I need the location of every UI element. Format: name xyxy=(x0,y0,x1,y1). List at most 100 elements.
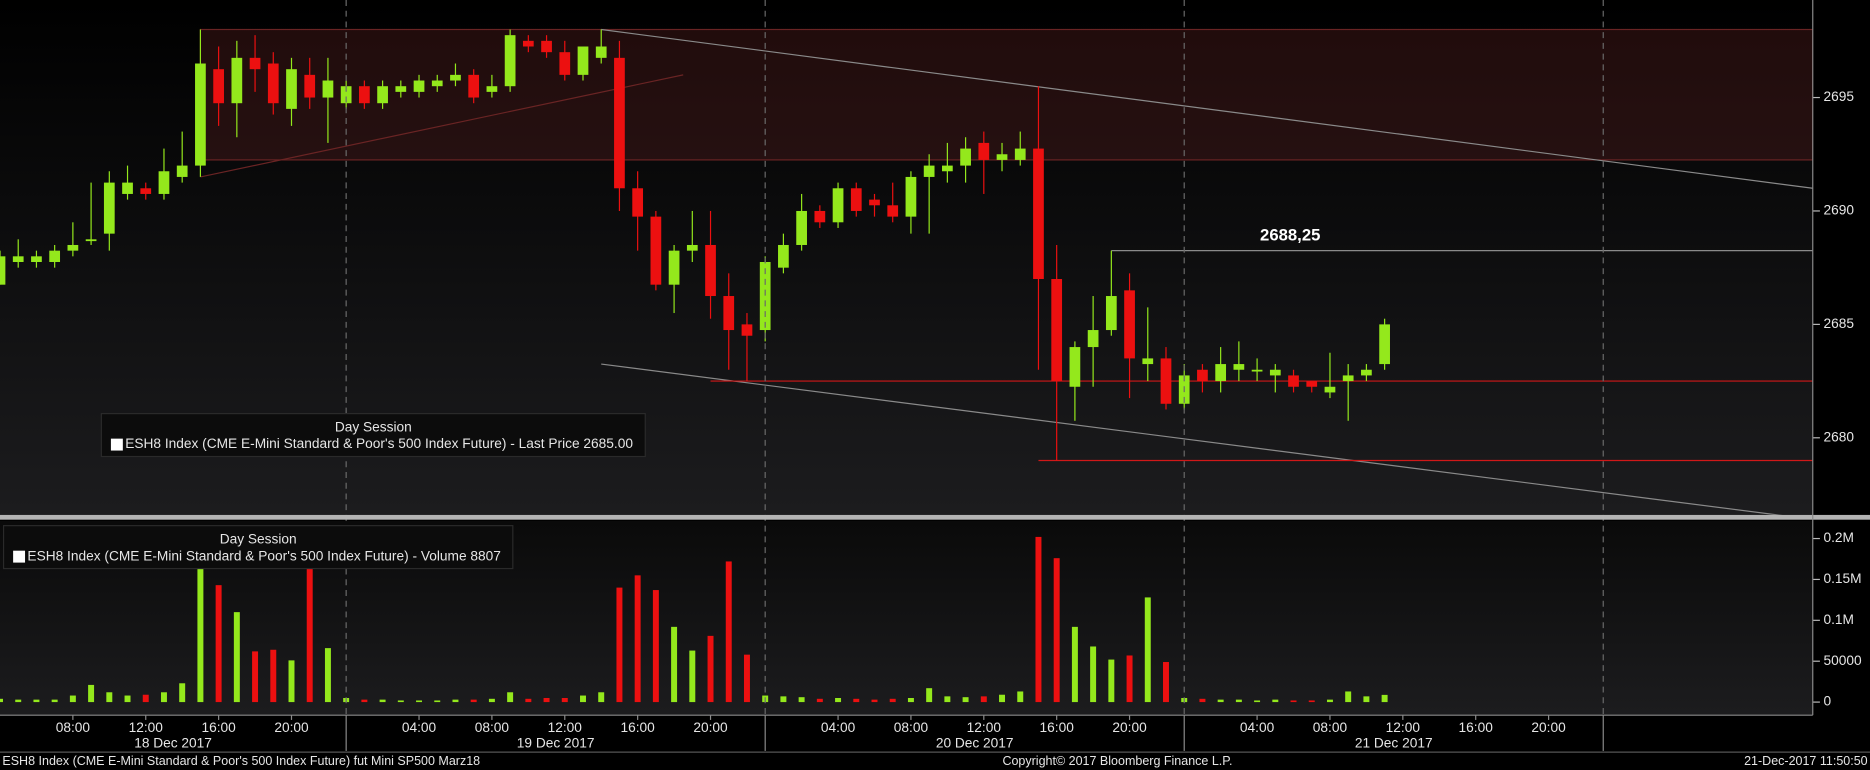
legend: ESH8 Index (CME E-Mini Standard & Poor's… xyxy=(100,413,646,458)
y-tick-label: 2690 xyxy=(1823,203,1854,218)
candle-body xyxy=(1215,364,1227,382)
volume-bar xyxy=(106,692,113,703)
candle-body xyxy=(0,256,6,285)
candle-body xyxy=(85,239,97,242)
candle-body xyxy=(286,69,297,109)
volume-bar xyxy=(1163,662,1169,703)
panel-divider xyxy=(0,514,1870,520)
candle-body xyxy=(850,188,862,211)
candle-body xyxy=(49,250,61,262)
candle-body xyxy=(486,86,498,92)
legend-box xyxy=(2,525,514,570)
candle-body xyxy=(468,74,480,98)
candle-body xyxy=(1142,358,1154,365)
volume-bar xyxy=(598,692,605,703)
volume-bar xyxy=(835,697,842,703)
x-tick-label: 08:00 xyxy=(894,720,929,735)
volume-bar xyxy=(1363,696,1370,703)
volume-bar xyxy=(1035,536,1042,703)
volume-bar xyxy=(434,700,441,703)
footer-center: Copyright© 2017 Bloomberg Finance L.P. xyxy=(1002,754,1232,768)
volume-bar xyxy=(798,697,805,703)
y2-tick-label: 0 xyxy=(1823,694,1831,709)
candle-body xyxy=(1233,364,1245,370)
price-plot: 2688,25 xyxy=(0,28,1813,515)
volume-bar xyxy=(1272,699,1279,703)
candle-body xyxy=(522,40,534,47)
volume-bar xyxy=(215,585,222,703)
annotation-line xyxy=(200,74,684,178)
volume-bar xyxy=(671,626,678,703)
candle-body xyxy=(686,244,698,251)
candle-body xyxy=(650,216,662,285)
candle-body xyxy=(31,256,42,262)
candle-body xyxy=(705,244,716,297)
volume-bar xyxy=(580,695,586,703)
footer-right: 21-Dec-2017 11:50:50 xyxy=(1744,754,1868,768)
volume-bar xyxy=(980,696,987,703)
candle-body xyxy=(359,86,370,104)
volume-plot xyxy=(0,536,1388,703)
volume-bar xyxy=(288,660,295,703)
candle-body xyxy=(1105,296,1117,331)
x-tick-label: 08:00 xyxy=(475,720,510,735)
x-tick-label: 08:00 xyxy=(1313,720,1348,735)
candle-body xyxy=(1197,369,1208,382)
candle-body xyxy=(1051,279,1063,382)
legend-heading: Day Session xyxy=(220,532,297,547)
volume-bar xyxy=(616,587,623,703)
candle-body xyxy=(632,188,644,217)
candle-body xyxy=(158,171,170,194)
volume-bar xyxy=(944,696,951,703)
volume-bar xyxy=(470,699,477,703)
candle-body xyxy=(249,57,261,70)
candle-body xyxy=(978,142,990,160)
candle-body xyxy=(431,80,443,87)
candle-body xyxy=(923,165,935,177)
x-tick-label: 16:00 xyxy=(1040,720,1075,735)
volume-bar xyxy=(1290,700,1297,703)
volume-bar xyxy=(1381,694,1388,703)
annotation-box xyxy=(199,28,1813,161)
x-tick-label: 12:00 xyxy=(967,720,1002,735)
date-label: 20 Dec 2017 xyxy=(936,735,1014,750)
x-tick-label: 16:00 xyxy=(1459,720,1494,735)
volume-bar xyxy=(525,698,532,703)
volume-bar xyxy=(1108,659,1115,703)
candle-body xyxy=(1342,375,1354,382)
legend-text: ESH8 Index (CME E-Mini Standard & Poor's… xyxy=(125,436,633,451)
x-tick-label: 04:00 xyxy=(1240,720,1275,735)
candle-body xyxy=(814,210,826,223)
candle-body xyxy=(741,324,753,336)
volume-bar xyxy=(652,590,659,703)
candle-body xyxy=(413,80,425,92)
volume-bar xyxy=(15,699,22,703)
candle-body xyxy=(1324,386,1336,393)
volume-bar xyxy=(0,698,3,703)
candle-body xyxy=(340,86,352,104)
candle-body xyxy=(395,86,407,92)
candle-body xyxy=(103,182,115,234)
candle-body xyxy=(1288,375,1299,387)
y2-tick-label: 0.2M xyxy=(1823,530,1853,545)
legend-heading: Day Session xyxy=(335,420,412,435)
candle-body xyxy=(1269,369,1281,376)
date-label: 21 Dec 2017 xyxy=(1355,735,1433,750)
y-tick-label: 2695 xyxy=(1823,89,1854,104)
candle-body xyxy=(887,205,899,217)
legend-swatch xyxy=(13,550,26,563)
candle-body xyxy=(1069,347,1081,387)
x-tick-label: 20:00 xyxy=(693,720,728,735)
volume-bar xyxy=(1199,698,1206,703)
volume-bar xyxy=(88,684,95,703)
volume-bar xyxy=(507,692,514,703)
volume-bar xyxy=(270,649,277,703)
volume-bar xyxy=(452,699,459,703)
volume-bar xyxy=(397,700,404,703)
x-tick-label: 20:00 xyxy=(1112,720,1147,735)
volume-bar xyxy=(252,651,259,703)
x-tick-label: 08:00 xyxy=(56,720,91,735)
candle-body xyxy=(1361,369,1372,376)
candle-body xyxy=(450,74,461,81)
volume-bar xyxy=(725,561,732,703)
